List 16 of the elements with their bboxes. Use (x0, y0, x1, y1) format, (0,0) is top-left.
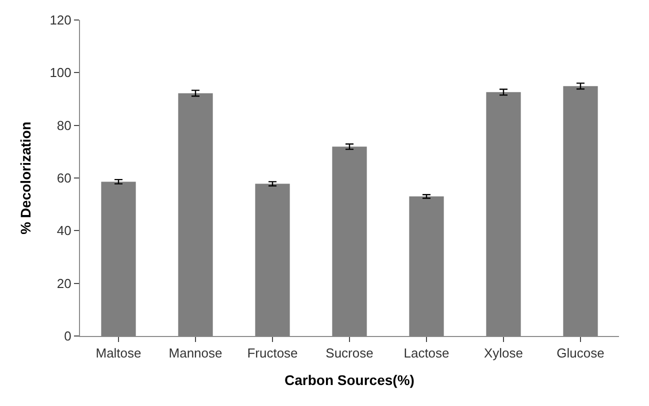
x-axis-title: Carbon Sources(%) (284, 372, 414, 388)
y-tick-label: 120 (50, 12, 72, 28)
y-tick-label: 100 (50, 65, 72, 80)
x-tick-label: Sucrose (326, 346, 374, 361)
x-tick-label: Xylose (484, 346, 524, 361)
y-tick-label: 0 (64, 328, 72, 344)
y-tick-label: 60 (56, 170, 72, 186)
y-tick-label: 80 (56, 118, 72, 133)
x-tick-label: Lactose (404, 346, 450, 361)
y-axis-title: % Decolorization (17, 122, 34, 234)
x-tick-label: Maltose (96, 346, 142, 361)
y-tick-label: 40 (56, 223, 72, 238)
x-tick-label: Mannose (168, 346, 222, 361)
x-tick-label: Fructose (247, 346, 298, 361)
x-tick-label: Glucose (556, 346, 604, 361)
y-tick-label: 20 (56, 276, 72, 291)
